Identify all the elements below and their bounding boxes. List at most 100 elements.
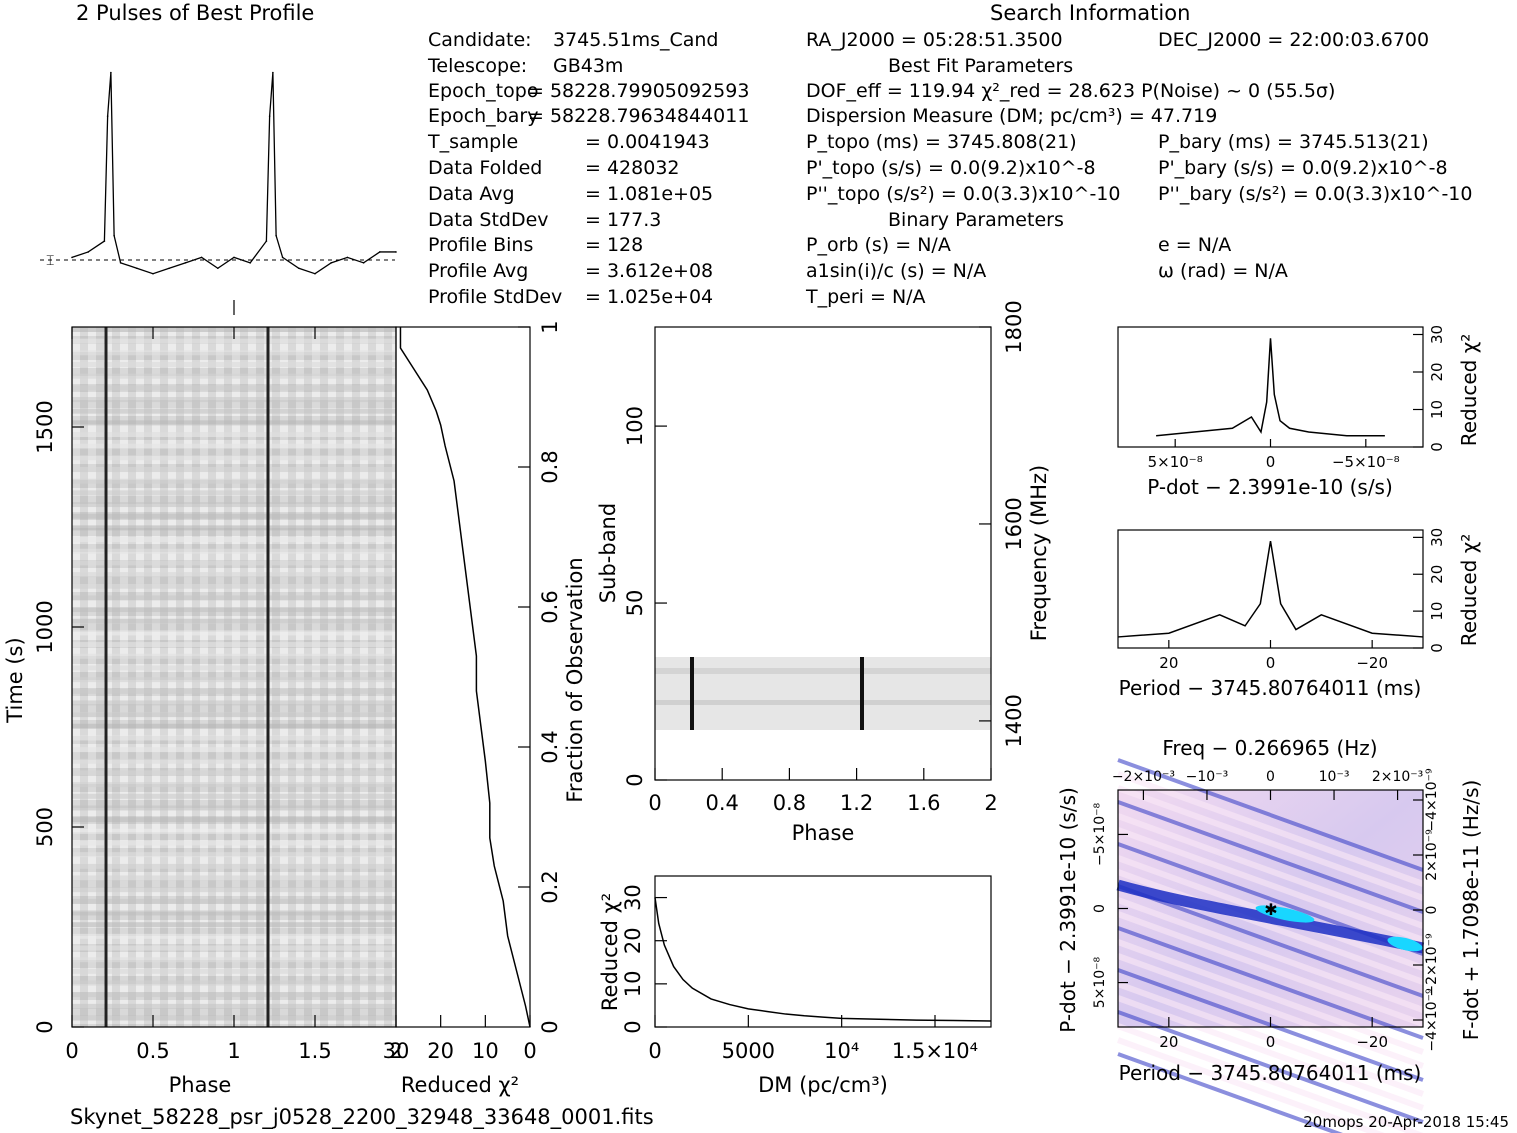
time-phase-row [72,665,396,671]
time-phase-row [72,968,396,974]
time-phase-row [72,700,396,706]
pp-x2tick-label: −10⁻³ [1186,769,1229,785]
pp-x2tick-label: 2×10⁻³ [1372,769,1423,785]
chi2-time-ytick-label: 0.2 [538,870,562,903]
info-data-stddev-label: Data StdDev [428,209,549,231]
chi2-time-ytick-label: 0.6 [538,590,562,623]
period-ytick-label: 20 [1428,565,1446,584]
info-epoch-topo-value: = 58228.79905092593 [528,80,749,102]
pp-x2tick-label: −2×10⁻³ [1112,769,1175,785]
time-phase-row [72,747,396,753]
period-xtick-label: 0 [1266,654,1276,672]
subband-frame [654,326,992,781]
time-phase-row [72,957,396,963]
time-phase-row [72,338,396,344]
time-phase-row [72,817,396,823]
footer-filename: Skynet_58228_psr_j0528_2200_32948_33648_… [70,1105,654,1130]
chi2-time-xtick-label: 10 [472,1039,499,1063]
time-phase-row [72,572,396,578]
time-phase-row [72,712,396,718]
subband-row-dark [655,668,991,674]
pp-y2tick-label: −4×10⁻⁹ [1424,988,1440,1052]
dm-ytick-label: 30 [621,884,645,911]
period-plot: 20 0 −20 0 10 20 30 Period − 3745.80764011 (ms… [1117,528,1481,700]
chi2-time-xlabel: Reduced χ² [401,1073,519,1097]
chi2-time-xtick-label: 30 [383,1039,410,1063]
p-pdot-plot: Freq − 0.266965 (Hz) ✱ 20 0 −20 −2×10⁻³ −10⁻… [1056,736,1483,1133]
info-epoch-bary-value: = 58228.79634844011 [528,105,749,127]
period-frame [1117,529,1424,649]
pdot-ytick-label: 10 [1428,400,1446,419]
info-dm: Dispersion Measure (DM; pc/cm³) = 47.719 [806,105,1217,127]
info-porb: P_orb (s) = N/A [806,234,951,256]
time-phase-xtick-label: 0 [65,1039,78,1063]
subband-y2label: Frequency (MHz) [1027,465,1051,641]
pp-xlabel: Period − 3745.80764011 (ms) [1119,1061,1422,1085]
subband-xtick-label: 0.8 [773,791,806,815]
info-epoch-topo-label: Epoch_topo [428,80,538,102]
pdot-ylabel: Reduced χ² [1457,334,1481,447]
dm-curve [654,897,992,1022]
info-pdot-bary: P'_bary (s/s) = 0.0(9.2)x10^-8 [1158,157,1448,179]
info-left: Candidate: 3745.51ms_Cand Telescope: GB4… [427,29,749,308]
info-candidate-label: Candidate: [428,29,532,51]
time-phase-row [72,513,396,519]
time-phase-ytick-label: 1500 [33,400,57,453]
pp-streak [1116,981,1425,1097]
pdot-ytick-label: 30 [1428,325,1446,344]
chi2-time-ytick-label: 0.4 [538,730,562,763]
pp-peak [1255,905,1315,923]
subband-ytick-label: 50 [623,590,647,617]
dm-xtick-label: 10⁴ [824,1039,859,1063]
profile-title: 2 Pulses of Best Profile [76,1,314,25]
info-pdot-topo: P'_topo (s/s) = 0.0(9.2)x10^-8 [806,157,1096,179]
pp-peak-edge [1387,936,1423,952]
pdot-xlabel: P-dot − 2.3991e-10 (s/s) [1147,475,1393,499]
dm-xtick-label: 1.5×10⁴ [892,1039,978,1063]
time-phase-row [72,630,396,636]
info-profile-bins-value: = 128 [585,234,643,256]
time-phase-row [72,560,396,566]
info-profile-bins-label: Profile Bins [428,234,533,256]
pp-y2label: F-dot + 1.7098e-11 (Hz/s) [1459,780,1483,1041]
subband-xtick-label: 1.2 [840,791,873,815]
time-phase-row [72,852,396,858]
chi2-time-ytick-label: 0.8 [538,450,562,483]
time-phase-row [72,898,396,904]
pp-streak [1116,869,1425,985]
period-xtick-label: 20 [1159,654,1178,672]
pp-best-marker: ✱ [1264,900,1277,919]
info-candidate-value: 3745.51ms_Cand [553,29,719,51]
chi2-time-frame [395,326,531,1028]
pp-ytick-label: 5×10⁻⁸ [1092,956,1108,1008]
info-dec: DEC_J2000 = 22:00:03.6700 [1158,29,1429,51]
pp-streak [1116,785,1425,901]
time-phase-row [72,1003,396,1009]
info-p-bary: P_bary (ms) = 3745.513(21) [1158,131,1429,153]
info-mid: RA_J2000 = 05:28:51.3500 Best Fit Parame… [805,29,1335,308]
time-phase-row [72,467,396,473]
time-phase-ytick-label: 0 [33,1020,57,1033]
time-phase-plot: 0 0.5 1 1.5 2 0 500 1000 1500 Phase Time (s) [3,300,403,1097]
chi2-time-ylabel: Fraction of Observation [563,557,587,802]
dm-ytick-label: 0 [621,1020,645,1033]
info-best-fit-heading: Best Fit Parameters [888,55,1073,77]
time-phase-row [72,548,396,554]
pdot-xtick-label: −5×10⁻⁸ [1332,453,1400,471]
chi2-time-ytick-label: 1 [538,320,562,333]
time-phase-row [72,980,396,986]
info-data-folded-label: Data Folded [428,157,542,179]
time-phase-row [72,490,396,496]
time-phase-xtick-label: 0.5 [136,1039,169,1063]
time-phase-row [72,607,396,613]
pp-streak [1116,813,1425,929]
time-phase-row [72,922,396,928]
info-telescope-value: GB43m [553,55,623,77]
time-phase-row [72,537,396,543]
info-tsample-value: = 0.0041943 [585,131,710,153]
time-phase-row [72,350,396,356]
time-phase-row [72,525,396,531]
pp-ylabel: P-dot − 2.3991e-10 (s/s) [1056,787,1080,1033]
pp-streak [1117,800,1424,914]
info-p-topo: P_topo (ms) = 3745.808(21) [806,131,1077,153]
